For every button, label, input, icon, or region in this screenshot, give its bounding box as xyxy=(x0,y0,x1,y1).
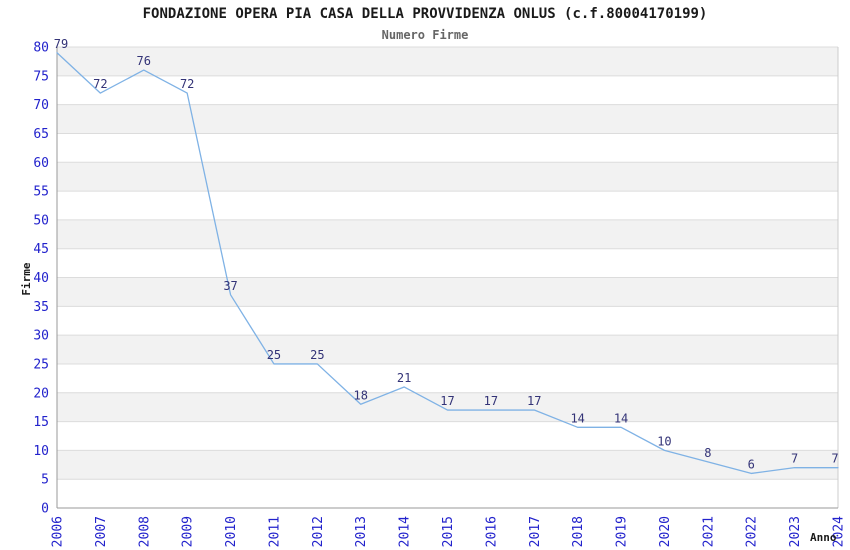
x-tick-label: 2021 xyxy=(701,516,716,547)
x-tick-label: 2020 xyxy=(658,516,673,547)
data-point-label: 72 xyxy=(93,77,107,91)
data-point-label: 17 xyxy=(527,394,541,408)
y-axis-title: Firme xyxy=(20,262,33,295)
data-point-label: 37 xyxy=(223,279,237,293)
x-tick-label: 2012 xyxy=(311,516,326,547)
data-point-label: 25 xyxy=(310,348,324,362)
x-tick-label: 2015 xyxy=(441,516,456,547)
x-tick-label: 2024 xyxy=(832,516,847,547)
x-tick-label: 2022 xyxy=(745,516,760,547)
plot-band xyxy=(57,335,838,364)
data-point-label: 17 xyxy=(440,394,454,408)
x-tick-label: 2016 xyxy=(484,516,499,547)
chart-title: FONDAZIONE OPERA PIA CASA DELLA PROVVIDE… xyxy=(142,6,708,22)
y-tick-label: 60 xyxy=(33,156,49,171)
x-tick-label: 2011 xyxy=(267,516,282,547)
plot-band xyxy=(57,450,838,480)
chart-subtitle: Numero Firme xyxy=(381,28,469,42)
x-tick-label: 2008 xyxy=(137,516,152,547)
data-point-label: 72 xyxy=(180,77,194,91)
x-tick-label: 2010 xyxy=(224,516,239,547)
x-tick-label: 2018 xyxy=(571,516,586,547)
y-tick-label: 45 xyxy=(33,242,49,257)
x-tick-label: 2023 xyxy=(788,516,803,547)
y-tick-label: 65 xyxy=(33,127,49,142)
y-tick-label: 70 xyxy=(33,98,49,113)
x-tick-label: 2006 xyxy=(51,516,66,547)
y-tick-label: 30 xyxy=(33,329,49,344)
x-tick-label: 2013 xyxy=(354,516,369,547)
data-point-label: 18 xyxy=(353,388,367,402)
data-point-label: 10 xyxy=(657,434,671,448)
y-tick-label: 35 xyxy=(33,300,49,315)
plot-band xyxy=(57,392,838,422)
series-line xyxy=(56,52,839,475)
x-axis-title: Anno xyxy=(810,531,837,544)
data-point-label: 7 xyxy=(831,452,838,466)
data-point-label: 14 xyxy=(570,411,584,425)
y-tick-label: 0 xyxy=(41,502,49,517)
y-tick-label: 75 xyxy=(33,69,49,84)
y-tick-label: 25 xyxy=(33,357,49,372)
y-tick-label: 50 xyxy=(33,213,49,228)
y-tick-label: 55 xyxy=(33,185,49,200)
plot-band xyxy=(57,219,838,249)
data-point-label: 17 xyxy=(484,394,498,408)
plot-band xyxy=(57,162,838,192)
data-point-label: 14 xyxy=(614,411,628,425)
data-point-label: 8 xyxy=(704,446,711,460)
x-tick-label: 2007 xyxy=(94,516,109,547)
data-point-label: 6 xyxy=(748,457,755,471)
y-tick-label: 80 xyxy=(33,41,49,56)
plot-band xyxy=(57,47,838,76)
data-point-label: 76 xyxy=(137,54,151,68)
data-point-label: 21 xyxy=(397,371,411,385)
y-tick-label: 20 xyxy=(33,386,49,401)
x-tick-label: 2014 xyxy=(398,516,413,547)
y-tick-label: 40 xyxy=(33,271,49,286)
data-point-label: 25 xyxy=(267,348,281,362)
x-tick-label: 2017 xyxy=(528,516,543,547)
data-point-label: 7 xyxy=(791,452,798,466)
y-tick-label: 15 xyxy=(33,415,49,430)
plot-band xyxy=(57,104,838,134)
y-tick-label: 10 xyxy=(33,444,49,459)
y-tick-label: 5 xyxy=(41,473,49,488)
plot-band xyxy=(57,277,838,307)
data-point-label: 79 xyxy=(54,37,68,51)
x-tick-label: 2009 xyxy=(181,516,196,547)
x-tick-label: 2019 xyxy=(615,516,630,547)
